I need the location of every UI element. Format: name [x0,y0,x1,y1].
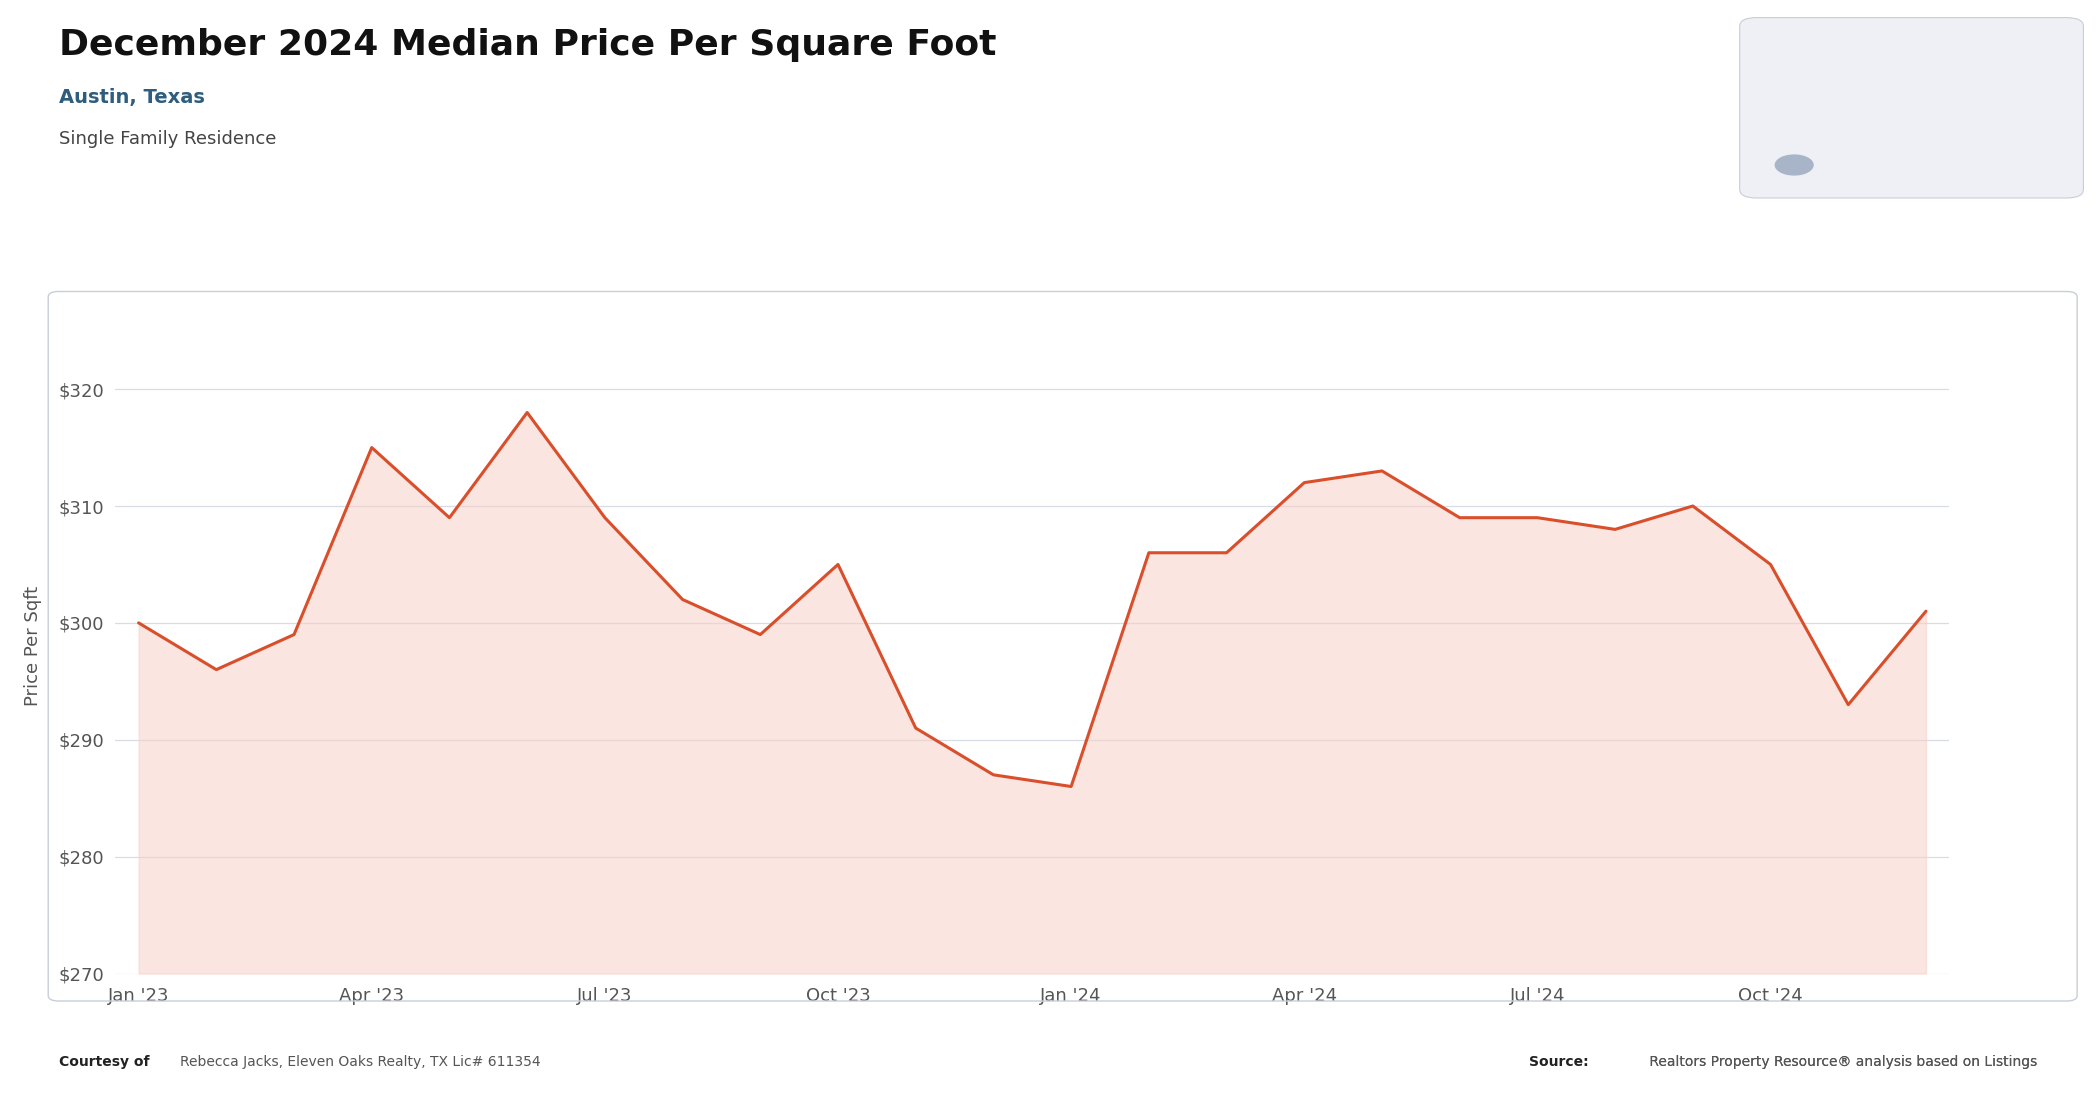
Text: Median $/Sqft: Median $/Sqft [1782,40,1901,55]
Text: 0% Month over Month: 0% Month over Month [1824,157,1985,173]
Text: Source:: Source: [1528,1055,1593,1069]
Text: $301: $301 [1782,81,1905,124]
Text: Single Family Residence: Single Family Residence [59,130,277,147]
Text: Courtesy of: Courtesy of [59,1055,155,1069]
Text: Austin, Texas: Austin, Texas [59,88,205,107]
Text: Realtors Property Resource® analysis based on Listings: Realtors Property Resource® analysis bas… [1645,1055,2037,1069]
Text: Realtors Property Resource® analysis based on Listings: Realtors Property Resource® analysis bas… [1645,1055,2037,1069]
Text: Rebecca Jacks, Eleven Oaks Realty, TX Lic# 611354: Rebecca Jacks, Eleven Oaks Realty, TX Li… [180,1055,541,1069]
Text: December 2024 Median Price Per Square Foot: December 2024 Median Price Per Square Fo… [59,28,996,62]
Y-axis label: Price Per Sqft: Price Per Sqft [23,586,42,706]
